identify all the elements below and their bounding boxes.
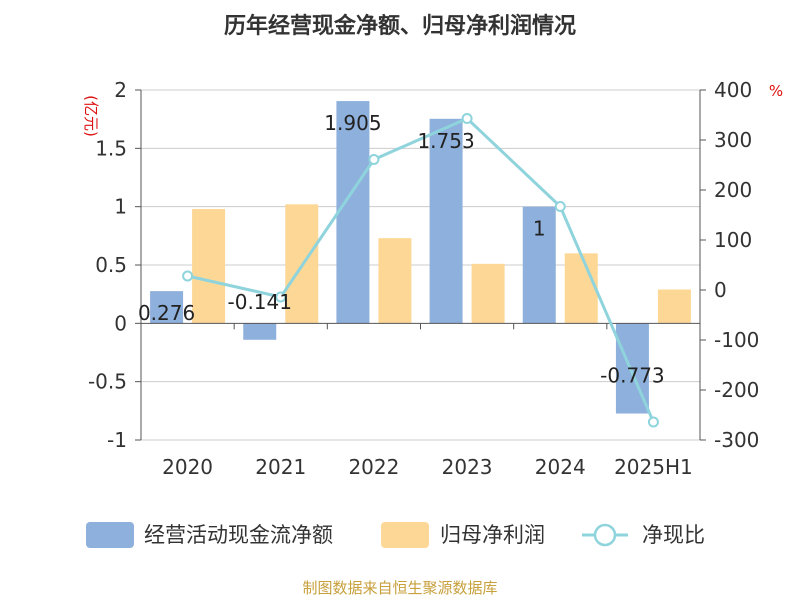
left-tick-label: 1.5 — [95, 136, 127, 160]
left-tick-label: -0.5 — [88, 370, 127, 394]
bar-netprofit — [471, 263, 505, 324]
x-tick-label: 2025H1 — [614, 455, 693, 479]
legend-swatch-netprofit — [381, 522, 429, 548]
ratio-point — [368, 154, 380, 165]
bar-series — [150, 101, 691, 414]
x-tick-label: 2024 — [535, 455, 586, 479]
ratio-line — [187, 117, 655, 423]
source-note: 制图数据来自恒生聚源数据库 — [302, 579, 497, 597]
legend-swatch-ratio-marker — [593, 523, 617, 547]
legend-label-ratio: 净现比 — [642, 523, 705, 547]
x-tick-label: 2022 — [348, 455, 399, 479]
data-label-cashflow: 0.276 — [138, 301, 195, 325]
left-tick-label: 0 — [114, 311, 127, 335]
left-tick-label: -1 — [107, 428, 127, 452]
bar-cashflow — [243, 323, 277, 340]
data-labels: 0.276 -0.141 1.905 1.753 1 -0.773 — [138, 111, 665, 387]
left-axis-unit: (亿元) — [82, 95, 100, 137]
legend-label-cashflow: 经营活动现金流净额 — [144, 523, 333, 547]
data-label-cashflow: -0.773 — [600, 364, 664, 388]
ratio-point — [461, 113, 473, 124]
bar-cashflow — [522, 206, 556, 324]
bar-cashflow — [150, 291, 184, 324]
legend-label-netprofit: 归母净利润 — [440, 523, 545, 547]
left-tick-label: 1 — [114, 195, 127, 219]
right-tick-label: 300 — [714, 128, 752, 152]
right-tick-label: -300 — [714, 428, 759, 452]
right-tick-label: 0 — [714, 278, 727, 302]
axes — [135, 89, 706, 441]
bar-cashflow — [429, 118, 463, 324]
bar-netprofit — [378, 238, 412, 324]
right-tick-label: -200 — [714, 378, 759, 402]
x-tick-label: 2023 — [442, 455, 493, 479]
left-tick-label: 2 — [114, 78, 127, 102]
right-axis-unit: % — [769, 82, 783, 100]
ratio-point — [554, 201, 566, 212]
gridlines — [141, 89, 700, 441]
data-label-cashflow: 1.905 — [324, 111, 381, 135]
tick-labels: 2 1.5 1 0.5 0 -0.5 -1 400 300 200 100 0 -100 -200 -300… — [88, 78, 759, 479]
ratio-point — [647, 416, 659, 428]
bar-netprofit — [657, 289, 691, 324]
ratio-point — [275, 291, 287, 303]
left-tick-label: 0.5 — [95, 253, 127, 277]
data-label-cashflow: 1.753 — [417, 129, 474, 153]
legend-swatch-cashflow — [86, 522, 134, 548]
right-tick-label: 100 — [714, 228, 752, 252]
right-tick-label: 400 — [714, 78, 752, 102]
bar-cashflow — [336, 101, 370, 324]
bar-netprofit — [564, 253, 598, 324]
chart-title: 历年经营现金净额、归母净利润情况 — [224, 13, 576, 39]
legend: 经营活动现金流净额 归母净利润 净现比 — [86, 522, 705, 548]
right-tick-label: 200 — [714, 178, 752, 202]
data-label-cashflow: -0.141 — [228, 290, 292, 314]
x-tick-label: 2020 — [162, 455, 213, 479]
x-tick-label: 2021 — [255, 455, 306, 479]
data-label-cashflow: 1 — [533, 217, 546, 241]
ratio-point — [182, 270, 194, 282]
line-series — [182, 113, 659, 428]
right-tick-label: -100 — [714, 328, 759, 352]
bar-netprofit — [192, 209, 226, 324]
